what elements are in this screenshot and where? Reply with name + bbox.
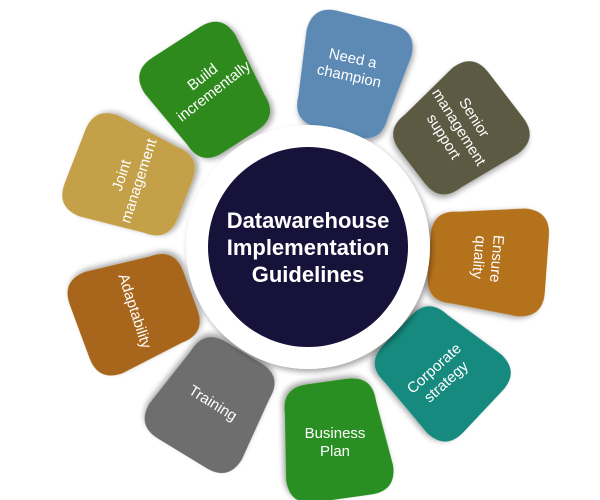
petal-shape xyxy=(62,113,195,236)
center-title-line: Datawarehouse xyxy=(227,208,390,233)
petal-training: Training xyxy=(144,337,275,474)
petal-need-a-champion: Need achampion xyxy=(297,9,413,139)
center-title-line: Implementation xyxy=(227,235,390,260)
petal-label: Business Plan xyxy=(305,425,366,460)
petal-ensure-quality: Ensurequality xyxy=(427,208,549,317)
petal-shape xyxy=(284,378,394,500)
center-title-line: Guidelines xyxy=(252,262,364,287)
petal-senior-management-support: Seniormanagementsupport xyxy=(393,61,530,195)
center-title: Datawarehouse Implementation Guidelines xyxy=(227,208,390,287)
petal-label: Ensurequality xyxy=(468,233,507,283)
petal-label-line: Business xyxy=(305,425,366,442)
petal-shape xyxy=(144,337,275,474)
petal-shape xyxy=(139,21,271,158)
petal-build-incrementally: Buildincrementally xyxy=(139,21,271,158)
petal-label-line: Plan xyxy=(320,443,350,460)
petal-label-line: quality xyxy=(468,235,489,280)
petal-business-plan: Business Plan xyxy=(284,378,394,500)
petal-corporate-strategy: Corporatestrategy xyxy=(374,306,511,442)
center-hub: Datawarehouse Implementation Guidelines xyxy=(186,125,430,369)
petal-shape xyxy=(67,253,200,376)
petal-shape xyxy=(297,9,413,139)
petal-shape xyxy=(427,208,549,317)
petal-shape xyxy=(374,306,511,442)
petal-joint-management: Jointmanagement xyxy=(62,113,195,236)
petal-label-line: Ensure xyxy=(486,234,507,283)
center-circle xyxy=(208,147,408,347)
petal-adaptability: Adaptability xyxy=(67,253,200,376)
petal-shape xyxy=(393,61,530,195)
